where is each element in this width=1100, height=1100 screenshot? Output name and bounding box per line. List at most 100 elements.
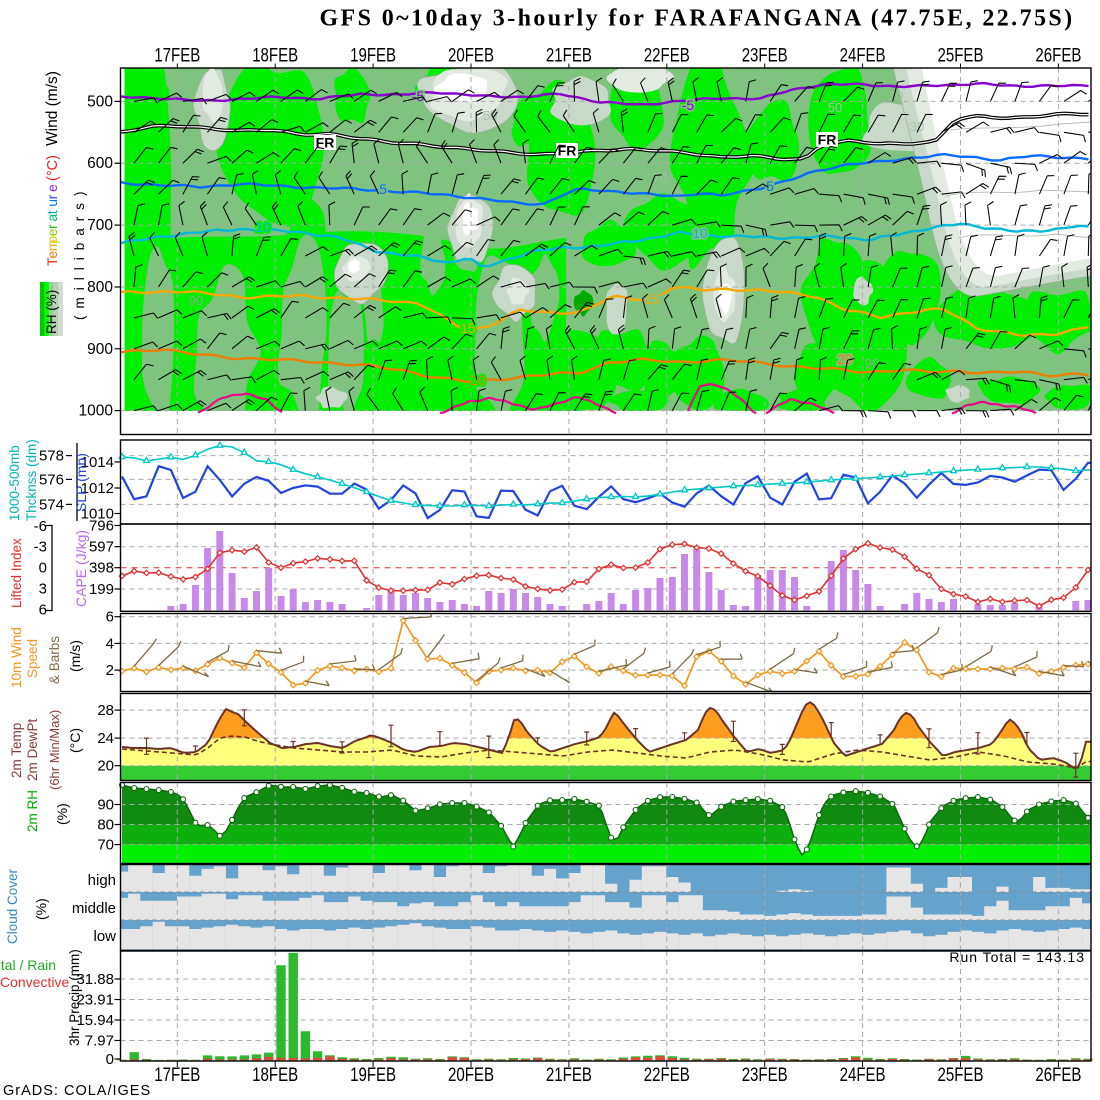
svg-text:Lifted Index: Lifted Index: [9, 538, 24, 608]
svg-text:(°C): (°C): [67, 728, 83, 753]
svg-text:19FEB: 19FEB: [350, 1065, 396, 1086]
svg-text:90: 90: [347, 366, 361, 381]
svg-text:500: 500: [87, 93, 113, 110]
svg-text:high: high: [88, 872, 116, 889]
svg-text:r: r: [44, 194, 60, 199]
svg-text:900: 900: [87, 341, 113, 358]
svg-text:578: 578: [39, 448, 64, 465]
svg-text:21FEB: 21FEB: [546, 46, 592, 67]
svg-text:low: low: [93, 928, 116, 945]
svg-text:3: 3: [39, 581, 47, 598]
svg-text:Convective: Convective: [0, 974, 69, 990]
svg-text:600: 600: [87, 155, 113, 172]
svg-text:(m/s): (m/s): [67, 640, 83, 672]
svg-text:middle: middle: [72, 900, 116, 917]
svg-text:90: 90: [865, 356, 879, 371]
svg-text:Total / Rain: Total / Rain: [0, 957, 56, 973]
svg-text:18FEB: 18FEB: [252, 46, 298, 67]
svg-text:24FEB: 24FEB: [840, 46, 886, 67]
svg-text:-5: -5: [412, 88, 425, 104]
svg-text:0: 0: [39, 560, 47, 577]
svg-text:20: 20: [837, 351, 853, 367]
svg-text:e: e: [44, 228, 60, 236]
svg-text:22FEB: 22FEB: [644, 1065, 690, 1086]
svg-text:(%): (%): [54, 803, 70, 825]
svg-text:a: a: [44, 214, 60, 222]
svg-text:80: 80: [97, 817, 114, 834]
svg-text:70: 70: [653, 170, 667, 185]
svg-text:17FEB: 17FEB: [154, 1065, 200, 1086]
svg-text:199: 199: [89, 581, 114, 598]
svg-text:T: T: [44, 257, 60, 266]
svg-text:-6: -6: [34, 518, 47, 535]
svg-text:19FEB: 19FEB: [350, 46, 396, 67]
svg-text:21FEB: 21FEB: [546, 1065, 592, 1086]
svg-text:& Barbs: & Barbs: [47, 636, 62, 684]
svg-text:15: 15: [460, 320, 476, 336]
svg-text:26FEB: 26FEB: [1035, 1065, 1081, 1086]
svg-text:1014: 1014: [81, 454, 114, 471]
svg-text:Wind (m/s): Wind (m/s): [44, 71, 61, 146]
svg-text:800: 800: [87, 279, 113, 296]
svg-text:(6hr Min/Max): (6hr Min/Max): [47, 710, 62, 790]
svg-text:796: 796: [89, 518, 114, 535]
svg-text:25FEB: 25FEB: [938, 46, 984, 67]
svg-text:GrADS: COLA/IGES: GrADS: COLA/IGES: [3, 1083, 151, 1099]
svg-text:2m DewPt: 2m DewPt: [25, 718, 40, 781]
svg-text:u: u: [44, 199, 60, 207]
svg-text:90: 90: [97, 797, 114, 814]
svg-text:Run Total = 143.13: Run Total = 143.13: [949, 949, 1085, 965]
svg-text:(%): (%): [33, 898, 49, 920]
svg-text:25FEB: 25FEB: [938, 1065, 984, 1086]
svg-text:17FEB: 17FEB: [154, 46, 200, 67]
svg-text:1012: 1012: [81, 480, 114, 497]
svg-text:t: t: [44, 210, 60, 214]
svg-text:70: 70: [97, 837, 114, 854]
svg-text:15: 15: [644, 291, 660, 307]
svg-text:90: 90: [189, 293, 203, 308]
svg-text:700: 700: [87, 217, 113, 234]
svg-text:20FEB: 20FEB: [448, 1065, 494, 1086]
svg-text:5: 5: [766, 178, 774, 194]
svg-text:3hr Precip (mm): 3hr Precip (mm): [67, 949, 82, 1046]
svg-text:FR: FR: [316, 135, 335, 151]
svg-text:r: r: [44, 224, 60, 229]
svg-text:(millibars): (millibars): [72, 185, 87, 321]
svg-text:FR: FR: [818, 132, 837, 148]
svg-text:e: e: [44, 251, 60, 259]
svg-text:-5: -5: [682, 97, 695, 113]
svg-text:2m RH: 2m RH: [25, 790, 40, 832]
svg-text:1000: 1000: [79, 403, 114, 420]
svg-text:26FEB: 26FEB: [1035, 46, 1081, 67]
svg-text:597: 597: [89, 539, 114, 556]
svg-text:28: 28: [97, 702, 114, 719]
svg-text:10: 10: [255, 219, 271, 235]
svg-text:31.88: 31.88: [76, 971, 114, 988]
svg-text:30: 30: [910, 119, 924, 134]
svg-text:Cloud Cover: Cloud Cover: [5, 868, 20, 944]
svg-text:10: 10: [692, 225, 708, 241]
svg-text:Speed: Speed: [25, 639, 40, 678]
svg-text:Thcknss (dm): Thcknss (dm): [24, 439, 39, 521]
svg-text:6: 6: [39, 602, 47, 619]
svg-text:20FEB: 20FEB: [448, 46, 494, 67]
svg-text:20: 20: [97, 758, 114, 775]
svg-text:15.94: 15.94: [76, 1012, 114, 1029]
svg-text:23FEB: 23FEB: [742, 1065, 788, 1086]
svg-text:m: m: [44, 240, 60, 252]
svg-text:(°C): (°C): [45, 155, 61, 181]
svg-text:20: 20: [470, 372, 486, 388]
svg-text:4: 4: [106, 635, 114, 652]
svg-text:24: 24: [97, 730, 114, 747]
svg-text:2: 2: [106, 662, 114, 679]
svg-text:24FEB: 24FEB: [840, 1065, 886, 1086]
svg-text:22FEB: 22FEB: [644, 46, 690, 67]
svg-text:1000-500mb: 1000-500mb: [7, 445, 22, 521]
svg-text:398: 398: [89, 560, 114, 577]
svg-text:5: 5: [379, 181, 387, 197]
svg-text:10: 10: [889, 88, 903, 103]
svg-text:7.97: 7.97: [85, 1033, 114, 1050]
svg-text:0: 0: [106, 1051, 114, 1068]
svg-text:18FEB: 18FEB: [252, 1065, 298, 1086]
svg-text:23.91: 23.91: [76, 992, 114, 1009]
